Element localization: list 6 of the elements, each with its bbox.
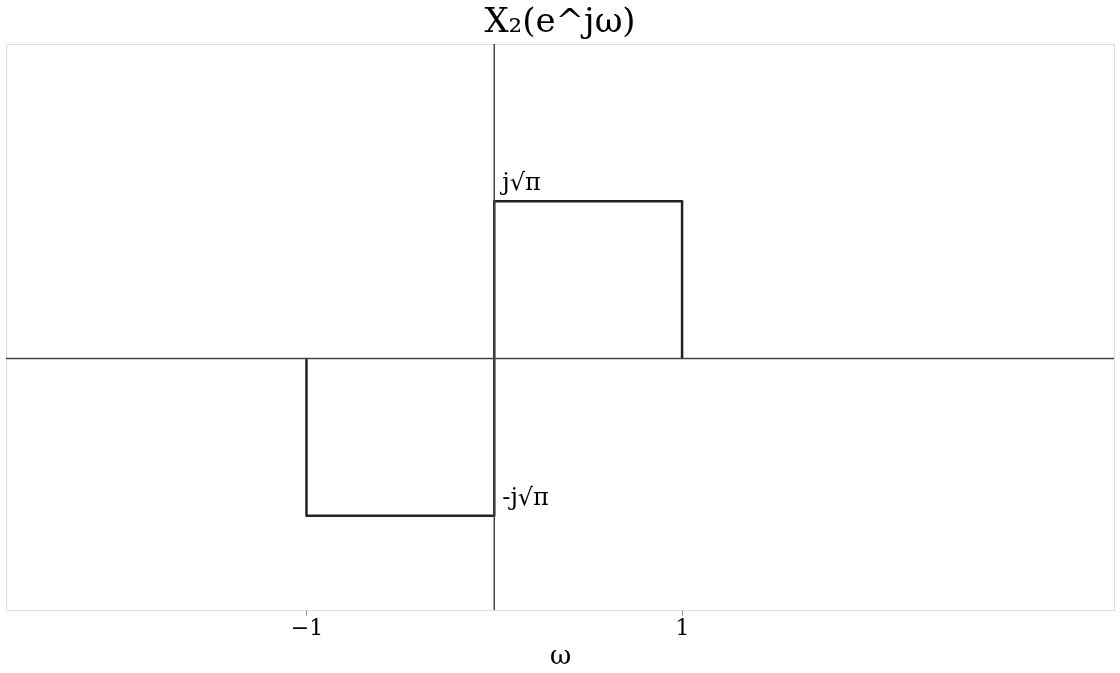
x-tick-label: −1 — [290, 614, 324, 640]
x-tick-label: 1 — [675, 614, 690, 640]
annotation: j√π — [499, 168, 541, 197]
annotation: -j√π — [502, 482, 549, 511]
x-axis-title: ω — [549, 639, 572, 670]
chart-title: X₂(e^jω) — [484, 0, 636, 41]
